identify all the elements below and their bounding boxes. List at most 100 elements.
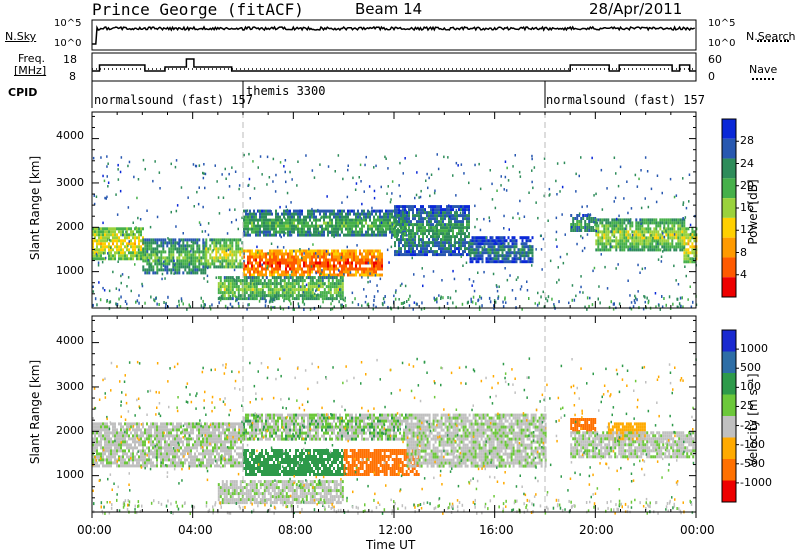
cpid-segment-2: themis 3300 bbox=[246, 84, 326, 98]
power-ylabel: Slant Range [km] bbox=[28, 155, 42, 261]
nsky-panel bbox=[91, 19, 697, 51]
vel-ytick-1000: 1000 bbox=[56, 468, 84, 481]
power-heatmap bbox=[92, 152, 698, 311]
velocity-swatch-0 bbox=[722, 330, 736, 352]
vel-ytick-4000: 4000 bbox=[56, 334, 84, 347]
band-7 bbox=[469, 236, 534, 264]
xtick-1: 04:00 bbox=[178, 523, 213, 537]
power-swatch-6 bbox=[722, 237, 736, 258]
nsearch-label: N.Search bbox=[746, 30, 796, 43]
band-5 bbox=[406, 413, 547, 468]
cpid-segment-3: normalsound (fast) 157 bbox=[546, 93, 705, 107]
band-8 bbox=[570, 214, 597, 232]
band-2 bbox=[205, 238, 244, 269]
velocity-swatch-2 bbox=[722, 373, 736, 395]
xtick-6: 00:00 bbox=[680, 523, 715, 537]
power-swatch-0 bbox=[722, 119, 736, 139]
cpid-label: CPID bbox=[8, 86, 38, 99]
power-ytick-2000: 2000 bbox=[56, 220, 84, 233]
nsearch-tick-bottom: 10^0 bbox=[708, 38, 736, 49]
band-1 bbox=[142, 238, 207, 275]
nave-legend-line bbox=[752, 78, 774, 80]
band-3 bbox=[243, 249, 383, 277]
freq-tick-bottom: 8 bbox=[69, 70, 76, 83]
xtick-4: 16:00 bbox=[479, 523, 514, 537]
power-cbar-tick-1: 24 bbox=[740, 156, 754, 170]
velocity-swatch-3 bbox=[722, 394, 736, 416]
nsearch-legend-line bbox=[757, 40, 789, 42]
nsearch-tick-top: 10^5 bbox=[708, 18, 736, 29]
power-colorbar bbox=[721, 118, 739, 298]
velocity-swatch-5 bbox=[722, 437, 736, 459]
velocity-colorbar bbox=[721, 329, 739, 503]
station-title: Prince George (fitACF) bbox=[92, 0, 304, 19]
power-cbar-tick-3: 16 bbox=[740, 201, 754, 214]
nsky-label: N.Sky bbox=[5, 30, 37, 43]
velocity-ylabel: Slant Range [km] bbox=[28, 359, 42, 465]
velocity-cbar-tick-3: 25 bbox=[740, 399, 754, 413]
velocity-swatch-4 bbox=[722, 416, 736, 438]
velocity-heatmap bbox=[92, 357, 697, 515]
freq-label-1: Freq. bbox=[18, 52, 46, 65]
bottom-fringe bbox=[92, 294, 697, 311]
nave-label: Nave bbox=[749, 63, 778, 76]
power-swatch-8 bbox=[722, 277, 736, 297]
scatter-noise bbox=[92, 357, 697, 515]
freq-tick-top: 18 bbox=[63, 53, 77, 66]
power-swatch-1 bbox=[722, 138, 736, 159]
freq-label-2: [MHz] bbox=[14, 64, 47, 77]
velocity-cbar-tick-2: 100 bbox=[740, 380, 761, 394]
power-cbar-tick-0: 28 bbox=[740, 134, 754, 148]
power-swatch-7 bbox=[722, 257, 736, 278]
power-swatch-5 bbox=[722, 217, 736, 238]
bottom-fringe bbox=[92, 498, 693, 515]
velocity-swatch-7 bbox=[722, 480, 736, 502]
band-2 bbox=[343, 449, 420, 476]
vel-ytick-3000: 3000 bbox=[56, 380, 84, 393]
power-swatch-2 bbox=[722, 158, 736, 179]
xtick-2: 08:00 bbox=[278, 523, 313, 537]
velocity-cbar-tick-1: 500 bbox=[740, 361, 761, 375]
xaxis-label: Time UT bbox=[366, 538, 416, 552]
vel-ytick-2000: 2000 bbox=[56, 424, 84, 437]
nsky-tick-top: 10^5 bbox=[54, 18, 82, 29]
freq-line bbox=[92, 58, 696, 72]
power-swatch-4 bbox=[722, 198, 736, 218]
nave-tick-bottom: 0 bbox=[708, 70, 715, 83]
xtick-0: 00:00 bbox=[77, 523, 112, 537]
power-axes bbox=[91, 111, 697, 309]
power-cbar-tick-6: 4 bbox=[740, 267, 747, 281]
power-ytick-1000: 1000 bbox=[56, 264, 84, 277]
date-title: 28/Apr/2011 bbox=[589, 0, 683, 18]
velocity-swatch-1 bbox=[722, 351, 736, 373]
beam-title: Beam 14 bbox=[355, 0, 423, 18]
x-axis bbox=[91, 512, 697, 518]
velocity-cbar-tick-4: -25 bbox=[740, 418, 758, 432]
power-cbar-tick-4: 12 bbox=[740, 223, 754, 237]
nave-tick-top: 60 bbox=[708, 53, 722, 66]
velocity-cbar-tick-6: -500 bbox=[740, 456, 765, 470]
power-cbar-tick-2: 20 bbox=[740, 178, 754, 192]
velocity-cbar-tick-0: 1000 bbox=[740, 342, 768, 356]
velocity-cbar-tick-7: -1000 bbox=[740, 475, 772, 489]
xtick-5: 20:00 bbox=[579, 523, 614, 537]
scatter-noise bbox=[92, 152, 698, 310]
power-swatch-3 bbox=[722, 178, 736, 199]
nsky-trace bbox=[92, 24, 696, 45]
velocity-cbar-tick-5: -100 bbox=[740, 437, 765, 451]
nsky-tick-bottom: 10^0 bbox=[54, 38, 82, 49]
cpid-segment-1: normalsound (fast) 157 bbox=[94, 93, 253, 107]
power-ytick-4000: 4000 bbox=[56, 129, 84, 142]
band-3 bbox=[243, 413, 407, 441]
xtick-3: 12:00 bbox=[378, 523, 413, 537]
velocity-border bbox=[721, 329, 737, 503]
velocity-swatch-6 bbox=[722, 459, 736, 481]
cpid-separators bbox=[91, 81, 546, 108]
freq-panel bbox=[91, 52, 697, 82]
nsky-line bbox=[92, 24, 696, 45]
power-cbar-tick-5: 8 bbox=[740, 245, 747, 259]
freq-trace bbox=[92, 58, 696, 72]
band-8 bbox=[570, 431, 697, 459]
power-ytick-3000: 3000 bbox=[56, 176, 84, 189]
